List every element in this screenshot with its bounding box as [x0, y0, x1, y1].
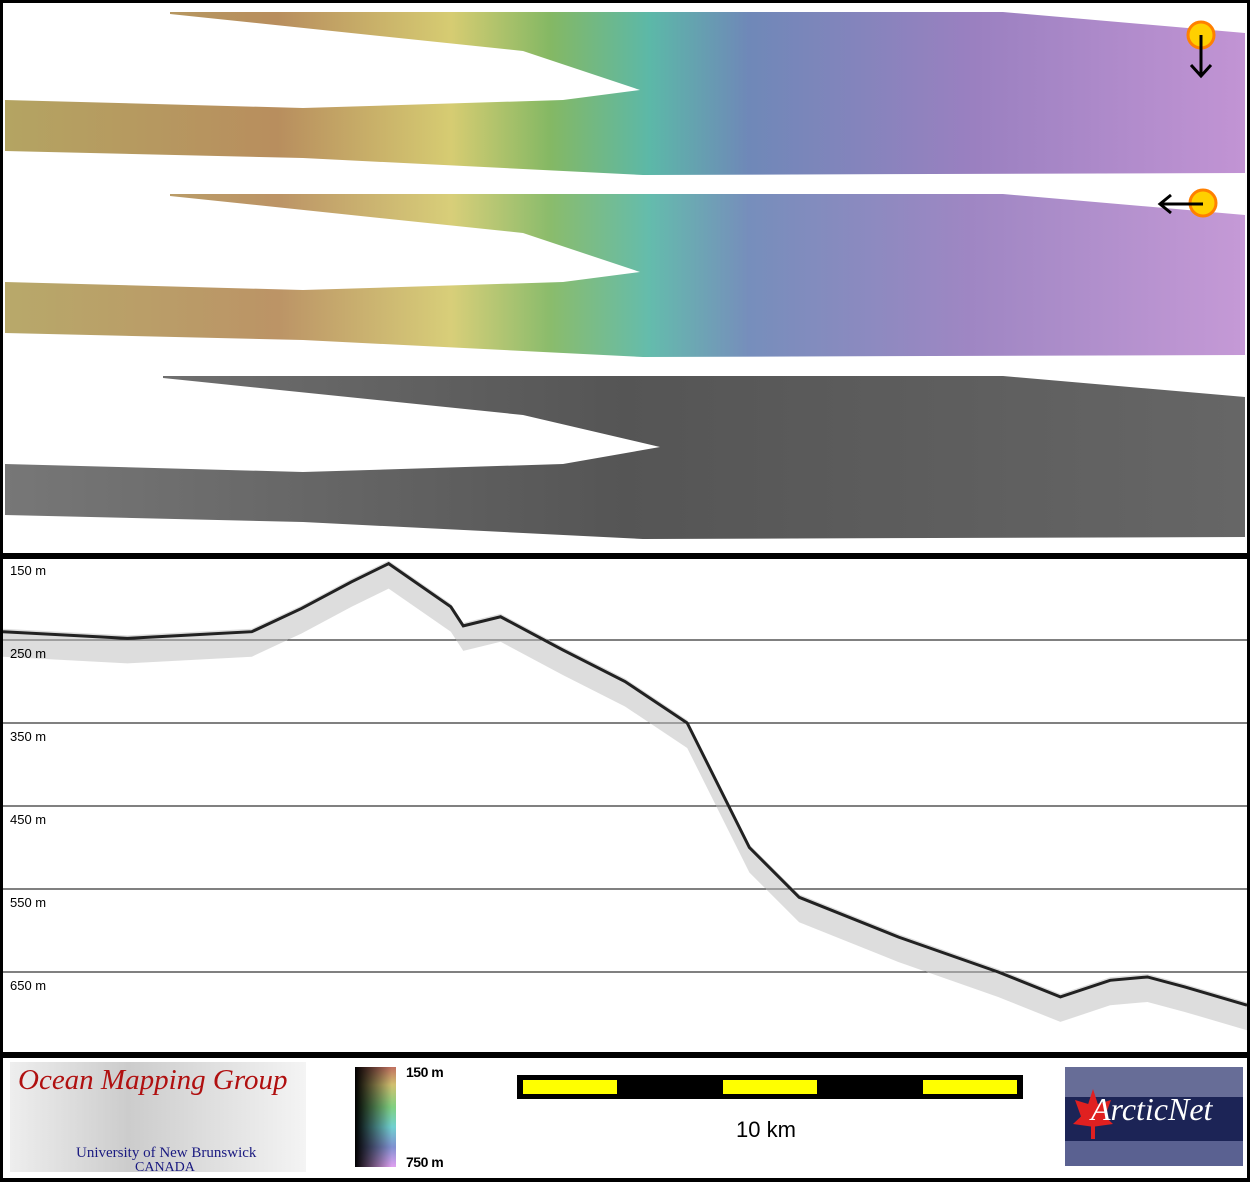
omg-country: CANADA: [135, 1160, 195, 1175]
sun-arrow-down-icon: [1186, 20, 1216, 79]
arcticnet-logo: ArcticNet: [1065, 1067, 1243, 1166]
depth-tick-label: 550 m: [10, 895, 47, 910]
backscatter-mosaic: [5, 376, 1245, 539]
depth-profile: [3, 560, 1247, 1031]
shaded-relief-sun-east: [5, 194, 1245, 357]
depth-tick-label: 450 m: [10, 812, 47, 827]
profile-scatter-band: [3, 560, 1247, 1031]
swath-maps-panel: [3, 3, 1247, 553]
colorbar-top-label: 150 m: [406, 1064, 444, 1080]
depth-tick-label: 250 m: [10, 646, 47, 661]
depth-tick-label: 650 m: [10, 978, 47, 993]
seafloor-profile-line: [3, 561, 1247, 1007]
scale-bar: [517, 1075, 1023, 1099]
omg-title: Ocean Mapping Group: [18, 1064, 288, 1096]
ocean-mapping-group-logo: Ocean Mapping Group University of New Br…: [10, 1062, 306, 1175]
depth-tick-label: 350 m: [10, 729, 47, 744]
shaded-relief-sun-north: [5, 12, 1245, 175]
omg-university: University of New Brunswick: [76, 1145, 257, 1161]
footer-panel: Ocean Mapping Group University of New Br…: [3, 1058, 1247, 1178]
sun-arrow-left-icon: [1157, 188, 1218, 218]
depth-profile-panel: 150 m 250 m 350 m 450 m 550 m 650 m: [3, 559, 1247, 1052]
colorbar-bottom-label: 750 m: [406, 1154, 444, 1170]
depth-tick-label: 150 m: [10, 563, 47, 578]
scale-bar-label: 10 km: [736, 1117, 796, 1142]
depth-colorbar: [355, 1067, 396, 1167]
swath-maps: [5, 12, 1245, 539]
